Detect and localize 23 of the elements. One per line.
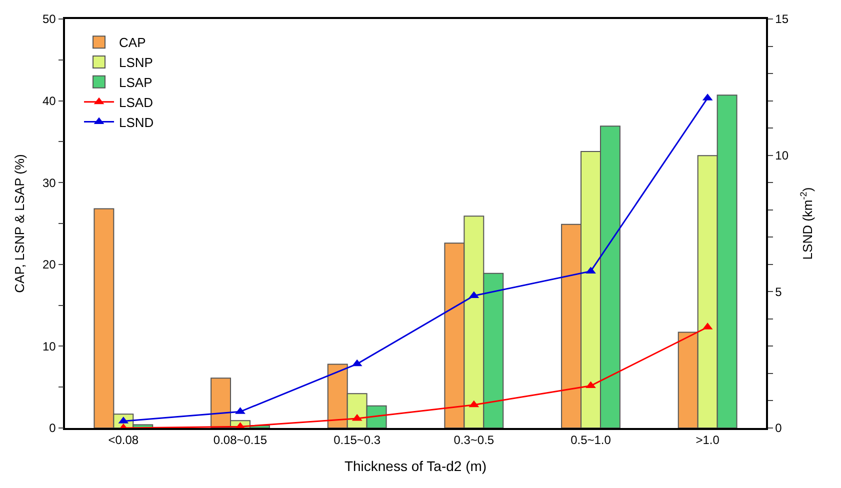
- legend-label: CAP: [119, 35, 146, 50]
- x-tick-label: 0.08~0.15: [213, 433, 268, 448]
- legend-label: LSND: [119, 114, 154, 130]
- y-tick-label: 30: [42, 176, 56, 190]
- x-tick-label: 0.5~1.0: [570, 433, 612, 448]
- y2-tick-label: 5: [775, 284, 782, 299]
- y-tick-label: 40: [42, 94, 56, 108]
- legend-label: LSAD: [119, 94, 153, 110]
- x-tick-label: 0.15~0.3: [334, 433, 381, 448]
- legend-label: LSNP: [119, 55, 153, 70]
- x-tick-label: <0.08: [108, 433, 139, 448]
- y2-tick-label: 15: [775, 12, 789, 26]
- y2-tick-label: 0: [775, 421, 782, 436]
- x-tick-label: 0.3~0.5: [454, 433, 494, 448]
- y-tick-label: 50: [42, 12, 56, 26]
- y-tick-label: 10: [42, 339, 56, 354]
- x-axis-title: Thickness of Ta-d2 (m): [344, 458, 487, 474]
- y-tick-label: 0: [49, 421, 56, 436]
- y-axis-title: CAP, LSNP & LSAP (%): [12, 154, 27, 293]
- y-tick-label: 20: [42, 258, 56, 272]
- legend-label: LSAP: [119, 75, 152, 90]
- y2-tick-label: 10: [775, 148, 789, 163]
- x-tick-label: >1.0: [696, 433, 720, 448]
